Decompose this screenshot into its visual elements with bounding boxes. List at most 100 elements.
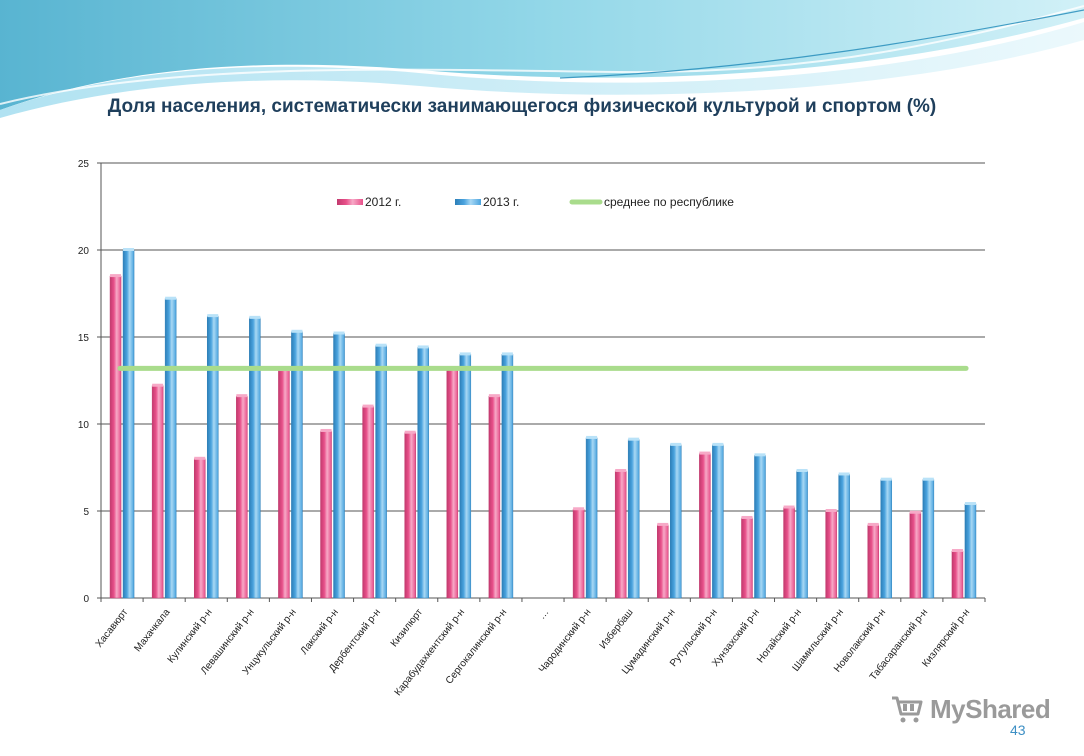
x-tick-label: …	[537, 607, 552, 622]
bar-2012	[320, 430, 332, 599]
gridlines	[101, 162, 985, 599]
bar-2012-cap	[488, 394, 500, 398]
bar-2013	[206, 315, 219, 599]
bar-2012	[109, 275, 122, 599]
bar-2013-cap	[123, 248, 135, 251]
y-tick-label: 20	[78, 246, 90, 257]
bar-2013	[796, 470, 808, 599]
cart-icon	[892, 696, 923, 723]
legend-2012-swatch	[337, 199, 363, 205]
bar-2012-cap	[573, 507, 585, 511]
bar-2012	[951, 550, 964, 599]
legend: 2012 г. 2013 г. среднее по республике	[337, 195, 734, 209]
bar-2012	[614, 470, 627, 599]
bar-2012-cap	[152, 383, 164, 387]
watermark: MyShared	[890, 692, 1051, 726]
bar-2012-cap	[825, 509, 837, 512]
bar-2012-cap	[783, 505, 795, 509]
legend-2013-swatch	[455, 199, 481, 205]
bar-2013-cap	[964, 502, 976, 506]
bar-2013-cap	[712, 442, 724, 446]
bar-2013	[712, 444, 724, 599]
bar-2012	[488, 395, 501, 599]
bar-2013	[964, 503, 977, 599]
x-tick-label: Кулинский р-н	[166, 607, 215, 665]
bar-2012-cap	[320, 428, 332, 432]
bar-2012	[151, 385, 164, 599]
bar-2013	[754, 455, 766, 599]
y-tick-label: 0	[83, 594, 89, 605]
bar-2013-cap	[291, 329, 303, 333]
bar-2012	[699, 453, 711, 599]
y-tick-label: 15	[78, 333, 90, 344]
bar-2012-cap	[699, 451, 711, 455]
legend-average-label: среднее по республике	[604, 195, 734, 209]
y-tick-label: 10	[78, 420, 90, 431]
bar-2012	[825, 510, 837, 599]
bar-2012-cap	[657, 522, 669, 526]
bar-2012	[362, 406, 374, 599]
bar-2013	[627, 439, 640, 599]
bar-2013-cap	[796, 468, 808, 472]
bar-2013	[585, 437, 598, 599]
bar-2013-cap	[165, 296, 177, 300]
bar-2012-cap	[741, 515, 753, 519]
bar-2012-cap	[951, 549, 963, 553]
bar-2013	[291, 331, 303, 599]
bar-2012	[278, 369, 290, 599]
bar-2013	[880, 479, 893, 599]
watermark-text: MyShared	[930, 693, 1051, 724]
bar-2013	[375, 345, 387, 599]
bar-2012	[867, 524, 880, 599]
page-number: 43	[1010, 722, 1026, 738]
x-tick-label: Махачкала	[132, 607, 172, 654]
bars	[109, 248, 977, 599]
legend-2012-label: 2012 г.	[365, 195, 401, 209]
bar-2013	[838, 474, 850, 599]
bar-2012	[446, 368, 459, 599]
y-axis: 0 5 10 15 20 25	[78, 159, 986, 605]
bar-2013-cap	[754, 453, 766, 457]
bar-2013-cap	[670, 442, 682, 446]
x-tick-label: Избербаш	[597, 606, 636, 651]
bar-2013	[333, 333, 345, 599]
chart-title: Доля населения, систематически занимающе…	[107, 96, 937, 117]
x-tick-label: Ногайский р-н	[755, 607, 804, 665]
bar-2013	[164, 298, 177, 599]
bar-2013-cap	[375, 343, 387, 347]
bar-2012	[572, 509, 585, 599]
legend-2013-label: 2013 г.	[483, 195, 519, 209]
bar-2012-cap	[867, 522, 879, 526]
x-tick-label: Хунзахский р-н	[710, 607, 762, 669]
x-tick-label: Карабудахкентский р-н	[392, 606, 467, 698]
bar-2013-cap	[459, 352, 471, 356]
bar-2012-cap	[362, 404, 374, 408]
bar-2012-cap	[194, 456, 206, 460]
bar-2012	[193, 458, 206, 599]
bar-2013-cap	[922, 477, 934, 481]
bar-2012-cap	[236, 394, 248, 398]
bar-2012	[404, 432, 416, 599]
bar-2012-cap	[615, 468, 627, 472]
bar-2012-cap	[404, 430, 416, 434]
x-tick-label: Хасавюрт	[94, 607, 131, 650]
bar-2013-cap	[249, 315, 261, 319]
bar-2013	[501, 354, 514, 599]
bar-2013-cap	[207, 314, 219, 318]
bar-2013-cap	[880, 477, 892, 481]
bar-2013	[417, 347, 429, 599]
bar-2013	[670, 444, 682, 599]
bar-2013	[922, 479, 935, 599]
header-wave-decoration	[0, 0, 1084, 118]
bar-2013	[249, 317, 261, 599]
bar-2013-cap	[586, 435, 598, 439]
bar-2013-cap	[501, 352, 513, 356]
bar-2013	[122, 249, 135, 599]
bar-2013-cap	[628, 437, 640, 441]
bar-2013-cap	[417, 345, 429, 349]
y-tick-label: 25	[78, 159, 90, 170]
bar-2012-cap	[110, 274, 122, 278]
bar-2013-cap	[838, 472, 850, 476]
bar-2012	[657, 524, 669, 599]
